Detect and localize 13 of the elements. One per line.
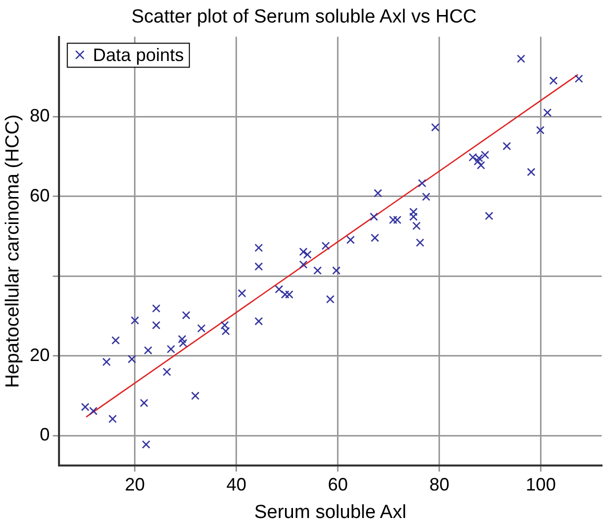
y-tick-label: 0 <box>40 424 50 445</box>
x-tick-label: 40 <box>226 474 246 494</box>
x-tick-label: 20 <box>124 474 145 494</box>
x-tick-label: 100 <box>526 474 556 494</box>
legend-label: Data points <box>92 44 184 65</box>
chart-title: Scatter plot of Serum soluble Axl vs HCC <box>131 6 477 28</box>
y-axis-title: Hepatocellular carcinoma (HCC) <box>2 114 24 388</box>
y-tick-label: 80 <box>30 106 50 126</box>
x-tick-label: 80 <box>429 474 450 494</box>
x-tick-label: 60 <box>328 474 348 494</box>
x-axis-title: Serum soluble Axl <box>254 502 406 523</box>
y-tick-label: 20 <box>30 344 50 365</box>
y-tick-label: 60 <box>30 185 50 206</box>
